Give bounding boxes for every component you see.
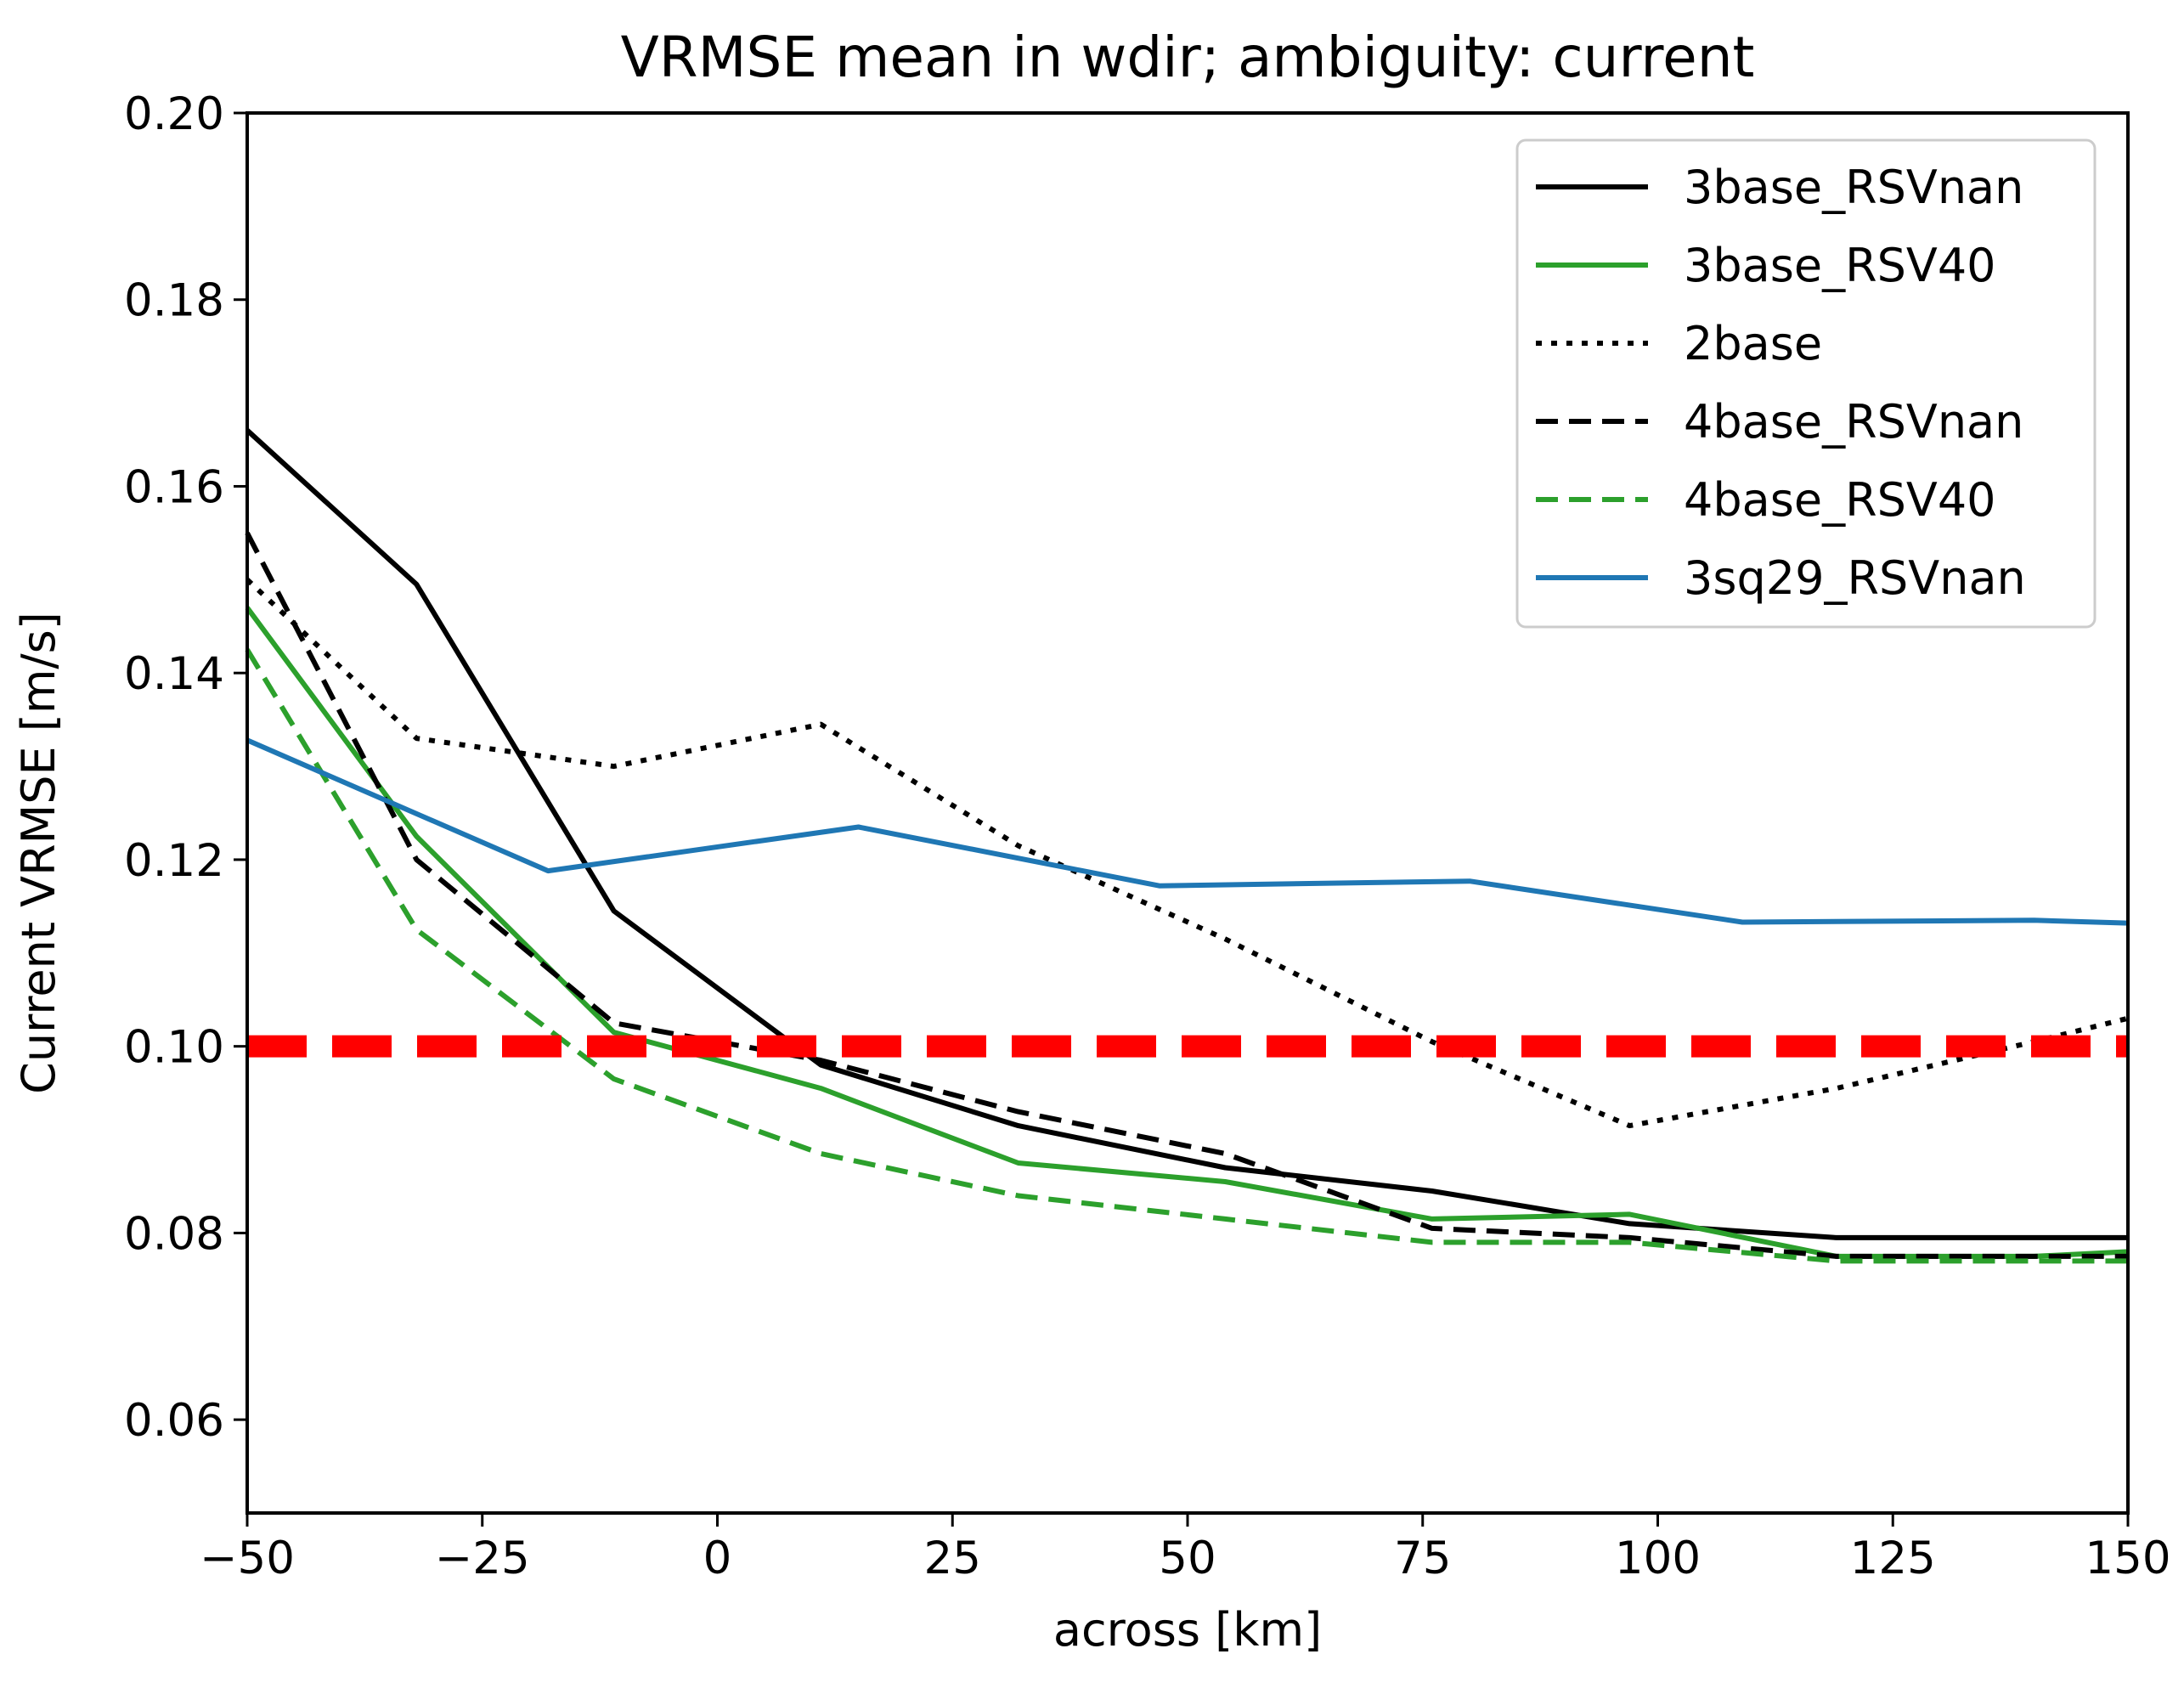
y-axis-label: Current VRMSE [m/s] (12, 612, 65, 1094)
x-tick-label: 0 (703, 1533, 732, 1584)
legend-label-2base: 2base (1684, 317, 1822, 370)
x-tick-label: 150 (2085, 1533, 2170, 1584)
legend-label-4base-rsvnan: 4base_RSVnan (1684, 395, 2023, 449)
chart-title: VRMSE mean in wdir; ambiguity: current (621, 25, 1755, 90)
legend-box (1515, 138, 2097, 629)
legend-label-3sq29-rsvnan: 3sq29_RSVnan (1684, 551, 2026, 605)
y-tick-label: 0.16 (124, 461, 224, 513)
x-tick-label: −50 (200, 1533, 295, 1584)
legend-label-3base-rsv40: 3base_RSV40 (1684, 239, 1996, 292)
y-tick-label: 0.06 (124, 1395, 224, 1447)
legend-label-4base-rsv40: 4base_RSV40 (1684, 473, 1996, 527)
legend-label-3base-rsvnan: 3base_RSVnan (1684, 161, 2023, 214)
x-tick-label: 100 (1615, 1533, 1701, 1584)
y-tick-label: 0.08 (124, 1208, 224, 1260)
x-tick-label: 50 (1159, 1533, 1216, 1584)
x-tick-label: 75 (1394, 1533, 1451, 1584)
y-tick-label: 0.10 (124, 1022, 224, 1074)
x-tick-label: −25 (435, 1533, 530, 1584)
y-tick-label: 0.20 (124, 88, 224, 140)
y-tick-label: 0.14 (124, 648, 224, 700)
series-line-3base-rsvnan (245, 428, 2128, 1240)
y-tick-label: 0.18 (124, 275, 224, 327)
x-tick-label: 125 (1850, 1533, 1936, 1584)
tick-layer: −50 −25 0 25 50 75 100 125 150 0.06 0.08 0.10 0.12 0.… (124, 88, 2171, 1584)
series-line-2base (245, 578, 2129, 1129)
series-line-4base-rsv40 (245, 648, 2128, 1264)
x-axis-label: across [km] (1053, 1603, 1322, 1657)
plot-area (245, 428, 2129, 1264)
legend: 3base_RSVnan 3base_RSV40 2base 4base_RSVnan… (1515, 138, 2097, 629)
series-line-4base-rsvnan (245, 532, 2128, 1259)
x-tick-label: 25 (924, 1533, 981, 1584)
y-tick-label: 0.12 (124, 835, 224, 887)
series-line-3sq29-rsvnan (245, 737, 2129, 926)
axes-frame (245, 111, 2130, 1515)
